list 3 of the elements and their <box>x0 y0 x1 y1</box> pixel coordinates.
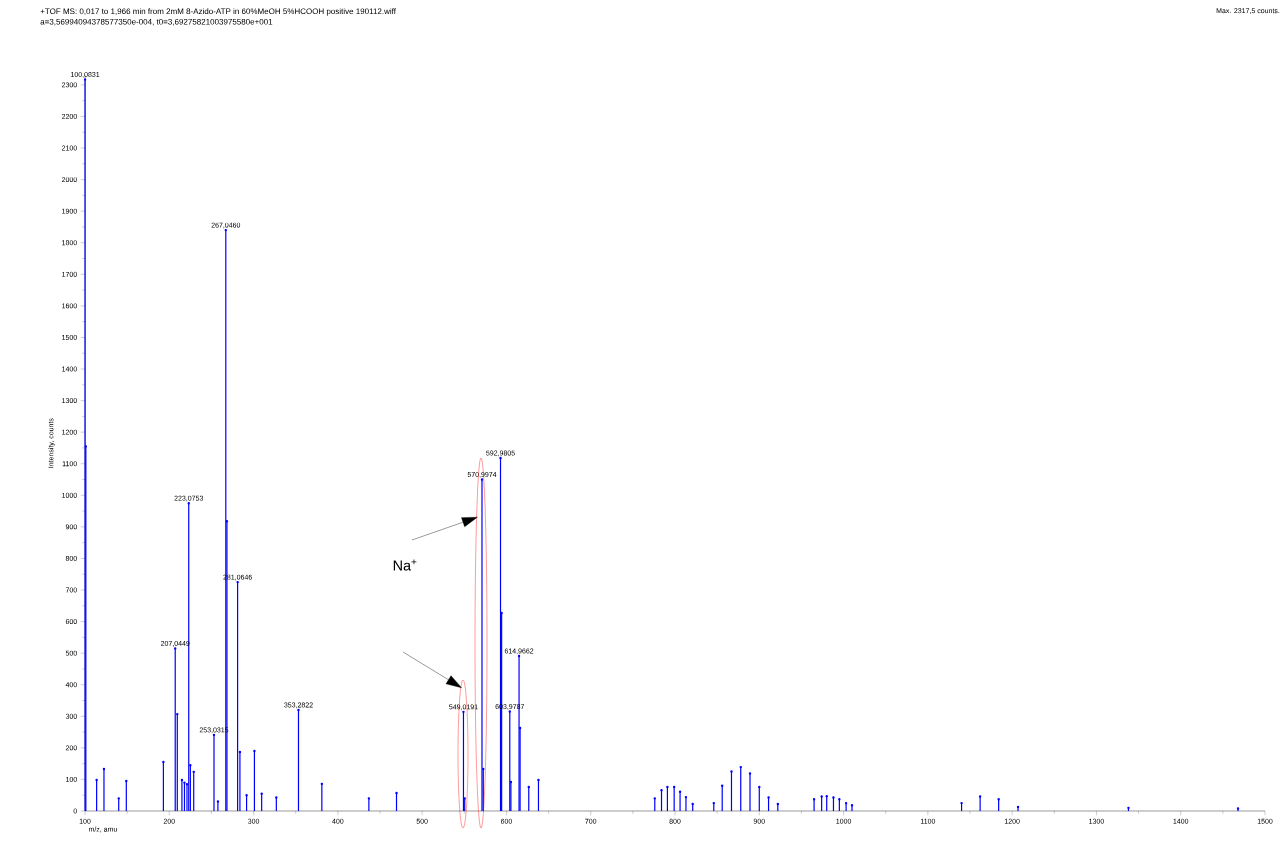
chart-title: +TOF MS: 0,017 to 1,966 min from 2mM 8-Azido-ATP in 60%MeOH 5%HCOOH positive 190112.wiff <box>40 8 396 16</box>
chart-subtitle: a=3,56994094378577350e-004, t0=3,69275821003975580e+001 <box>40 18 273 26</box>
annotation: Na$^{+}$ <box>393 559 417 571</box>
